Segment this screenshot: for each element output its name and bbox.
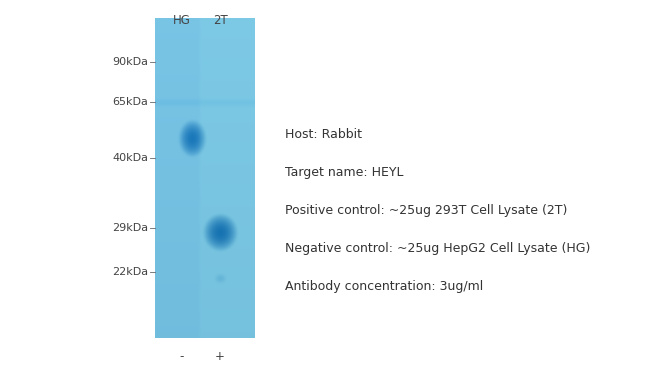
- Text: 29kDa: 29kDa: [112, 223, 148, 233]
- Text: 40kDa: 40kDa: [112, 153, 148, 163]
- Text: 90kDa: 90kDa: [112, 57, 148, 67]
- Text: 65kDa: 65kDa: [112, 97, 148, 107]
- Text: +: +: [215, 350, 225, 363]
- Text: Host: Rabbit: Host: Rabbit: [285, 128, 362, 141]
- Text: HG: HG: [173, 14, 191, 27]
- Text: 22kDa: 22kDa: [112, 267, 148, 277]
- Text: -: -: [180, 350, 184, 363]
- Text: Positive control: ~25ug 293T Cell Lysate (2T): Positive control: ~25ug 293T Cell Lysate…: [285, 204, 567, 217]
- Text: 2T: 2T: [213, 14, 228, 27]
- Text: Negative control: ~25ug HepG2 Cell Lysate (HG): Negative control: ~25ug HepG2 Cell Lysat…: [285, 242, 590, 255]
- Text: Target name: HEYL: Target name: HEYL: [285, 166, 404, 179]
- Text: Antibody concentration: 3ug/ml: Antibody concentration: 3ug/ml: [285, 280, 483, 293]
